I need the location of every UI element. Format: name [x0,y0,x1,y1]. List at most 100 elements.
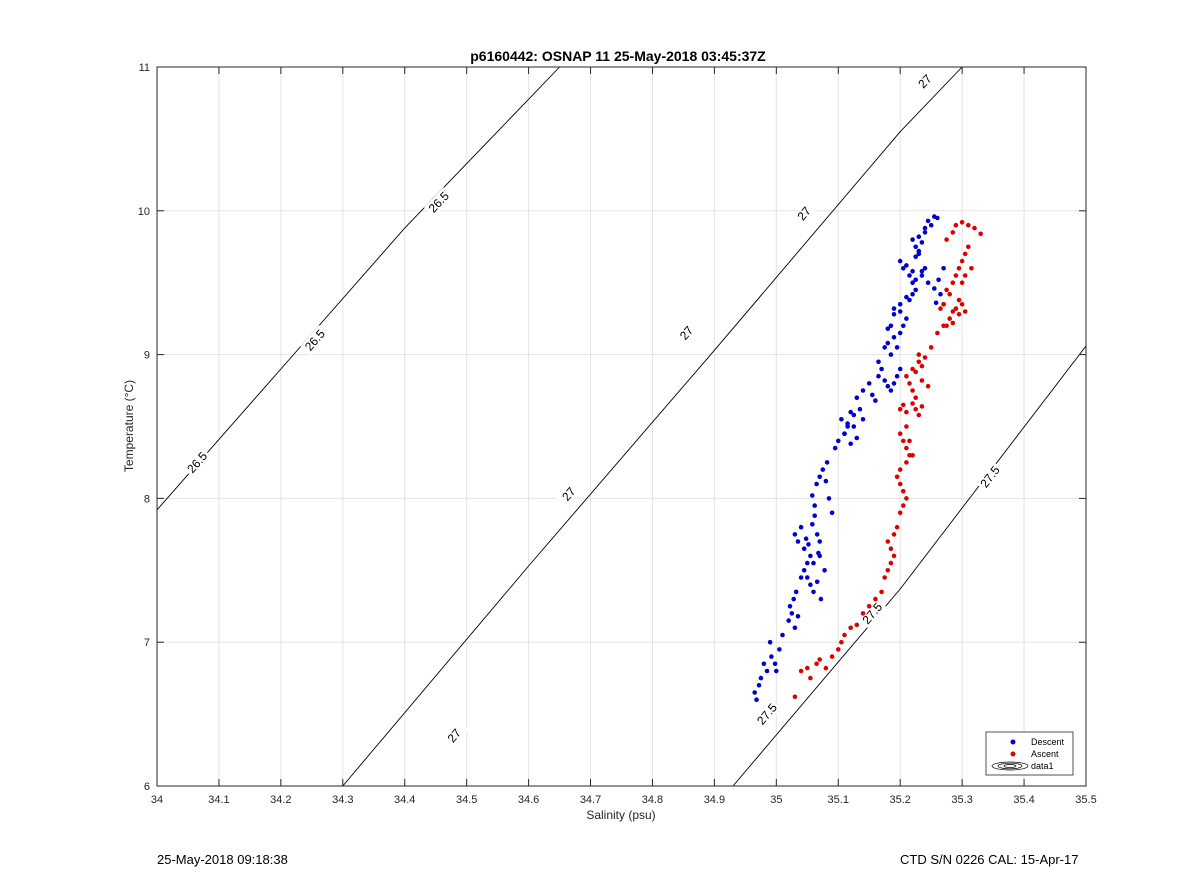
descent-point [901,266,906,271]
descent-point [879,366,884,372]
ascent-point [885,539,891,544]
descent-point [805,575,810,580]
descent-point [798,575,804,580]
ascent-point [962,309,968,314]
descent-point [786,618,791,623]
ascent-point [836,647,841,652]
descent-point [845,421,850,426]
descent-point [791,596,796,602]
descent-point [919,273,925,278]
ascent-point [907,438,912,444]
ascent-point [823,665,829,671]
descent-point [888,388,894,393]
descent-point [795,614,801,619]
ascent-point [941,302,946,307]
legend-ascent-marker [1010,751,1016,757]
ascent-point [888,546,894,551]
ascent-point [959,258,965,264]
descent-point [860,417,866,422]
plot-area-border [156,66,1087,787]
descent-point [774,668,779,674]
ascent-point [897,481,903,487]
ascent-point [944,323,949,329]
descent-point [810,522,815,527]
descent-point [876,359,881,365]
descent-point [901,323,906,329]
ascent-point [978,231,983,237]
descent-point [792,625,798,631]
descent-point [913,244,918,250]
descent-point [793,589,799,595]
ascent-point [901,488,906,494]
descent-point [913,277,918,283]
x-tick-label: 34.1 [208,794,229,806]
ascent-point [817,657,822,662]
contour-label-bg [300,325,330,356]
ascent-point [901,402,906,408]
descent-point [904,294,909,300]
descent-point [814,532,820,537]
x-tick-label: 34.3 [332,794,353,806]
ascent-point [910,453,915,458]
descent-point [885,326,891,332]
descent-point [801,568,807,573]
footer-timestamp: 25-May-2018 09:18:38 [157,852,288,867]
descent-point [885,340,891,346]
descent-point [913,287,918,293]
x-tick-label: 34.5 [456,794,477,806]
descent-point [817,553,822,559]
descent-point [818,596,824,602]
ascent-point [910,366,915,372]
ascent-point [966,244,971,250]
descent-point [764,668,770,674]
descent-point [933,300,939,306]
descent-point [882,345,887,350]
ascent-point [950,280,956,286]
ascent-point [956,312,962,317]
descent-point [803,536,809,541]
descent-point [767,639,773,645]
contour-label-bg [672,317,701,349]
ascent-point [894,474,900,480]
contour-label-bg [975,461,1005,493]
descent-point [897,366,903,372]
descent-point [913,254,918,260]
x-tick-label: 34.8 [642,794,663,806]
descent-point [910,291,915,297]
descent-point [817,539,822,544]
descent-point [891,381,897,386]
descent-point [873,398,878,403]
x-tick-label: 34.2 [270,794,291,806]
ascent-point [950,230,956,235]
ascent-point [919,404,925,409]
descent-point [752,690,757,695]
ascent-point [953,273,959,278]
ascent-point [814,661,819,667]
ascent-point [947,316,952,321]
descent-point [854,435,860,441]
ascent-point [860,611,866,616]
descent-point [932,286,937,291]
legend[interactable]: Descent Ascent data1 [985,731,1074,776]
descent-point [866,381,872,386]
y-tick-label: 6 [144,781,150,793]
descent-point [891,306,897,311]
ascent-point [913,395,918,401]
descent-point [826,496,832,501]
descent-point [925,280,931,286]
descent-point [824,460,830,465]
descent-point [805,560,810,566]
descent-point [860,388,866,393]
descent-point [780,632,785,638]
ascent-point [922,355,928,360]
ascent-point [919,378,925,383]
descent-point [928,222,934,228]
y-tick-label: 11 [139,62,150,74]
y-tick-label: 7 [144,637,150,649]
x-tick-label: 34.7 [580,794,601,806]
ascent-point [950,320,956,326]
ascent-point [953,222,959,228]
descent-point [882,378,887,383]
descent-point [808,582,813,587]
ascent-point [904,424,909,429]
